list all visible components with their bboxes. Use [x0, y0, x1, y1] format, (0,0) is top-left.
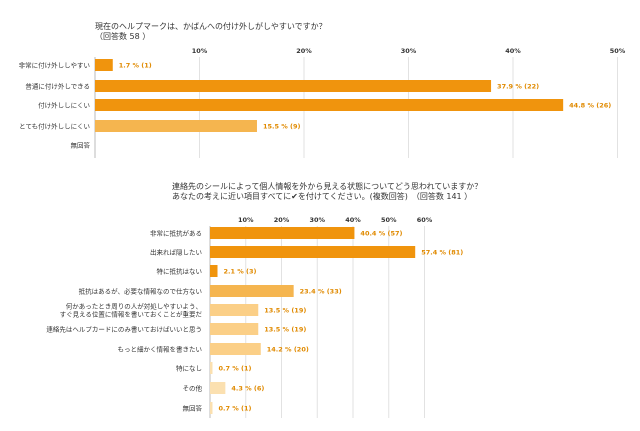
chart-2-category-label: 特に抵抗はない	[157, 267, 203, 276]
chart-2-title-line-1: 連絡先のシールによって個人情報を外から見える状態についてどう思われていますか？	[172, 181, 482, 191]
chart-2-category-label: 無回答	[183, 404, 203, 413]
chart-2-category-label: すぐ見える位置に情報を書いておくことが重要だ	[60, 310, 203, 319]
chart-2-tick-label: 30%	[309, 216, 325, 224]
chart-2-tick-label: 10%	[238, 216, 254, 224]
chart-1-bar	[95, 120, 257, 132]
chart-2-category-label: 出来れば隠したい	[150, 248, 202, 257]
chart-1-bar	[95, 80, 492, 92]
chart-2-bar	[210, 382, 226, 394]
chart-2-data-label: 57.4 % (81)	[421, 249, 463, 257]
chart-1-category-label: 非常に付け外ししやすい	[19, 61, 90, 70]
chart-2-bar	[210, 323, 259, 335]
chart-1-data-label: 37.9 % (22)	[497, 83, 539, 91]
chart-2-category-label: 抵抗はあるが、必要な情報なので仕方ない	[79, 287, 202, 296]
chart-2-category-label: 連絡先はヘルプカードにのみ書いておけばいいと思う	[46, 325, 202, 334]
chart-2-bar	[210, 362, 213, 374]
chart-2-bar	[210, 285, 294, 297]
chart-1-tick-label: 40%	[505, 47, 521, 55]
chart-2-data-label: 23.4 % (33)	[300, 288, 342, 296]
chart-1-data-label: 44.8 % (26)	[569, 102, 611, 110]
chart-2-bar	[210, 402, 213, 414]
chart-1-category-label: とても付け外ししにくい	[19, 122, 90, 131]
chart-1-tick-label: 30%	[401, 47, 417, 55]
chart-2-data-label: 2.1 % (3)	[224, 268, 257, 276]
chart-1-title-line-1: 現在のヘルプマークは、かばんへの付け外しがしやすいですか？	[95, 21, 327, 31]
chart-2: 連絡先のシールによって個人情報を外から見える状態についてどう思われていますか？あ…	[46, 181, 482, 418]
chart-1-tick-label: 20%	[296, 47, 312, 55]
chart-2-data-label: 0.7 % (1)	[219, 405, 252, 413]
chart-2-data-label: 13.5 % (19)	[264, 307, 306, 315]
chart-1-tick-label: 10%	[192, 47, 208, 55]
chart-2-tick-label: 20%	[274, 216, 290, 224]
chart-1-bar	[95, 59, 113, 71]
chart-2-bar	[210, 343, 261, 355]
chart-2-bar	[210, 227, 355, 239]
chart-2-data-label: 0.7 % (1)	[219, 365, 252, 373]
chart-2-tick-label: 40%	[345, 216, 361, 224]
chart-2-tick-label: 50%	[381, 216, 397, 224]
chart-1-bar	[95, 99, 564, 111]
chart-1-tick-label: 50%	[610, 47, 626, 55]
chart-2-data-label: 40.4 % (57)	[360, 230, 402, 238]
chart-1-title-line-2: （回答数 58 ）	[95, 31, 150, 41]
chart-2-category-label: その他	[183, 384, 203, 393]
chart-2-tick-label: 60%	[417, 216, 433, 224]
chart-2-category-label: 非常に抵抗がある	[150, 229, 202, 238]
chart-2-data-label: 4.3 % (6)	[231, 385, 264, 393]
chart-1-data-label: 15.5 % (9)	[263, 123, 301, 131]
chart-2-title-line-2: あなたの考えに近い項目すべてに✔を付けてください。(複数回答) （回答数 141…	[172, 191, 472, 201]
chart-1-category-label: 付け外ししにくい	[38, 101, 90, 110]
chart-1-category-label: 普通に付け外しできる	[25, 82, 90, 91]
chart-2-category-label: 特になし	[176, 364, 202, 373]
chart-2-bar	[210, 265, 218, 277]
chart-2-category-label: 何かあったとき周りの人が対処しやすいよう、	[66, 302, 202, 311]
chart-1: 現在のヘルプマークは、かばんへの付け外しがしやすいですか？（回答数 58 ） 10…	[19, 21, 626, 158]
chart-2-bar	[210, 246, 416, 258]
chart-2-data-label: 14.2 % (20)	[267, 346, 309, 354]
chart-2-category-label: もっと細かく情報を書きたい	[118, 345, 203, 354]
chart-2-data-label: 13.5 % (19)	[264, 326, 306, 334]
chart-1-category-label: 無回答	[71, 141, 91, 150]
chart-1-data-label: 1.7 % (1)	[119, 62, 152, 70]
chart-2-bar	[210, 304, 259, 316]
